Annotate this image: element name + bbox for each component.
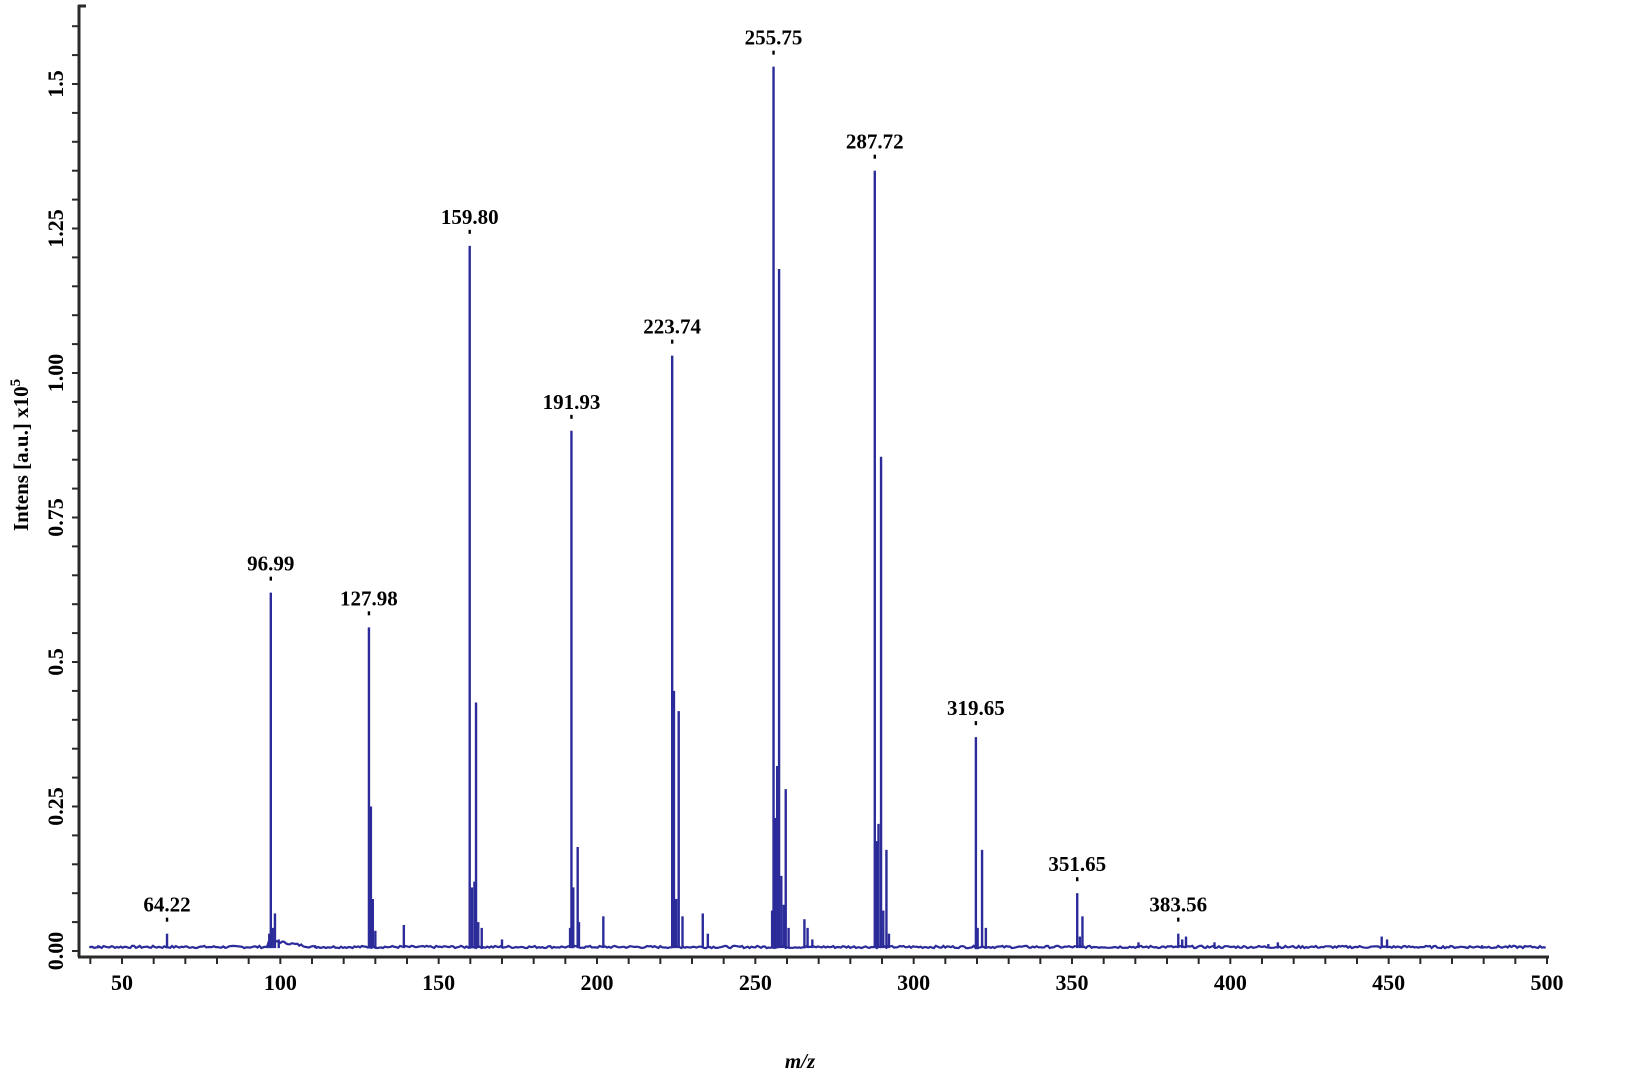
y-axis-title: Intens [a.u.] x105 [8, 379, 33, 531]
peak-marker [468, 229, 471, 234]
peak-marker [873, 154, 876, 159]
x-tick-label: 50 [111, 970, 133, 995]
peak-label: 127.98 [340, 586, 398, 610]
peak-label: 255.75 [745, 26, 803, 50]
peak-marker [1076, 877, 1079, 882]
peak-marker [165, 917, 169, 922]
x-tick-label: 400 [1214, 970, 1247, 995]
peak-label: 223.74 [643, 315, 701, 339]
x-tick-label: 450 [1372, 970, 1405, 995]
peak-marker [269, 576, 273, 581]
x-ticks: 50 100 150 200 250 300 350 400 450 500 [89, 957, 1564, 995]
x-tick-label: 300 [897, 970, 930, 995]
peak-label: 191.93 [543, 390, 601, 414]
y-tick-label: 0.75 [43, 498, 68, 537]
x-axis-title: m/z [785, 1049, 816, 1069]
peak-marker [367, 611, 371, 616]
y-ticks: 0.00 0.25 0.5 0.75 1.00 1.25 1.5 [43, 25, 79, 971]
peak-marker [974, 721, 978, 726]
y-tick-label: 0.00 [43, 932, 68, 971]
peak-marker [1177, 917, 1180, 922]
peak-label: 96.99 [247, 552, 294, 576]
x-tick-label: 100 [264, 970, 297, 995]
spectrum-series [89, 66, 1546, 950]
peak-marker [570, 414, 573, 419]
peak-labels: 64.22 96.99 127.98 159.80 191.93 223.74 255.75… [143, 26, 1207, 922]
peak-label: 159.80 [441, 205, 499, 229]
spectrum-baseline [89, 937, 1546, 950]
y-axis-title-exponent: 5 [8, 379, 24, 387]
y-tick-label: 0.5 [43, 648, 68, 676]
y-tick-label: 1.5 [43, 70, 68, 98]
peak-marker [772, 50, 775, 55]
x-tick-label: 350 [1056, 970, 1089, 995]
y-tick-label: 0.25 [43, 787, 68, 826]
y-tick-label: 1.25 [43, 209, 68, 248]
axes: 0.00 0.25 0.5 0.75 1.00 1.25 1.5 50 100 150 200 25… [43, 4, 1564, 995]
x-tick-label: 200 [581, 970, 614, 995]
y-tick-label: 1.00 [43, 354, 68, 393]
x-tick-label: 250 [739, 970, 772, 995]
peak-marker [670, 339, 674, 344]
peak-label: 64.22 [143, 893, 190, 917]
y-axis-title-text: Intens [a.u.] x10 [9, 386, 33, 531]
x-tick-label: 150 [422, 970, 455, 995]
peak-label: 351.65 [1048, 852, 1106, 876]
peak-label: 319.65 [947, 696, 1005, 720]
x-tick-label: 500 [1531, 970, 1564, 995]
peak-label: 287.72 [846, 130, 904, 154]
peak-label: 383.56 [1149, 893, 1207, 917]
